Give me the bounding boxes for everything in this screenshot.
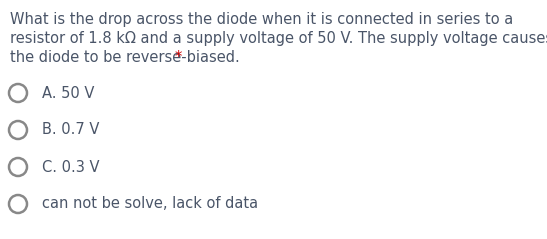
Text: B. 0.7 V: B. 0.7 V (42, 123, 100, 137)
Text: A. 50 V: A. 50 V (42, 86, 95, 101)
Text: the diode to be reverse-biased.: the diode to be reverse-biased. (10, 50, 245, 65)
Text: can not be solve, lack of data: can not be solve, lack of data (42, 196, 258, 212)
Text: resistor of 1.8 kΩ and a supply voltage of 50 V. The supply voltage causes: resistor of 1.8 kΩ and a supply voltage … (10, 31, 547, 46)
Text: What is the drop across the diode when it is connected in series to a: What is the drop across the diode when i… (10, 12, 513, 27)
Text: C. 0.3 V: C. 0.3 V (42, 159, 100, 174)
Text: *: * (175, 50, 182, 65)
